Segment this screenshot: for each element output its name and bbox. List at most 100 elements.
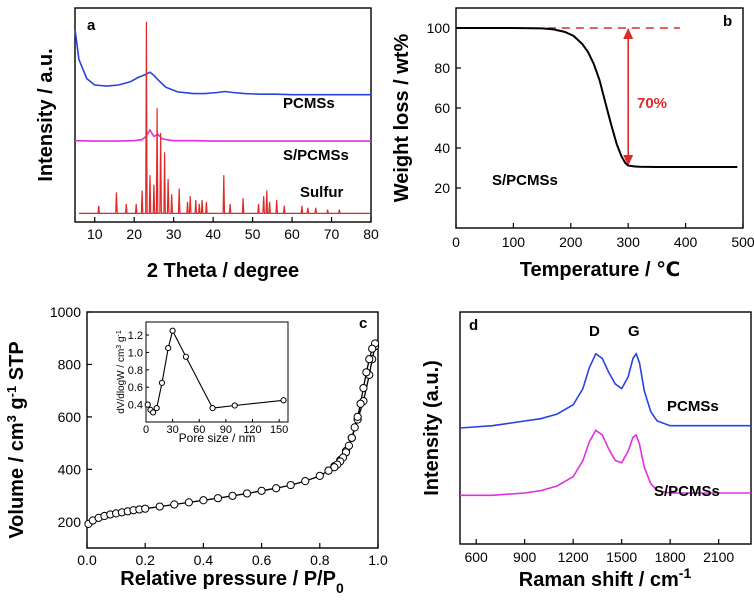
panel-d-series-pcmss (459, 352, 751, 429)
panel-b-x-axis-title: Temperature / ℃ (520, 259, 681, 281)
panel-c-desorption-point (324, 466, 333, 475)
panel-a-frame (74, 7, 372, 223)
panel-d-label-pcmss: PCMSs (667, 398, 719, 415)
panel-c-inset-point (182, 353, 190, 360)
panel-c-desorption-point (350, 423, 359, 432)
panel-c-y-tick-label: 1000 (50, 304, 81, 320)
panel-c-y-tick-label: 600 (58, 409, 82, 425)
panel-c-desorption-point (365, 355, 374, 364)
panel-d-x-tick-label: 1200 (558, 549, 589, 565)
panel-c-adsorption-point (301, 477, 310, 486)
panel-c-inset-x-tick-label: 90 (220, 424, 232, 436)
panel-c-desorption-point (362, 368, 371, 377)
panel-c-inset-y-title: dV/dlogW / cm3 g-1 (116, 330, 128, 414)
panel-c-desorption-point (353, 412, 362, 421)
panel-b-x-tick-label: 500 (731, 234, 754, 250)
panel-c-inset-point (153, 404, 160, 412)
panel-a: a 10 20 30 40 50 60 70 80 PCMSs S/PCMSs Sulfur … (35, 7, 379, 282)
panel-c-desorption-point (344, 441, 353, 450)
panel-b-series-label: S/PCMSs (492, 172, 558, 189)
panel-d-y-axis-title: Intensity (a.u.) (421, 360, 443, 496)
panel-c-inset-ticks: 0 30 60 90 120 150 0.4 0.6 0.8 1.0 1.2 (128, 330, 289, 436)
panel-c-desorption-point (368, 344, 377, 353)
panel-c-adsorption-point (184, 498, 193, 507)
panel-d-frame (459, 311, 752, 545)
panel-a-series-sulfur (78, 21, 371, 214)
panel-d-x-axis-title: Raman shift / cm-1 (519, 565, 692, 591)
panel-d-peak-d: D (589, 323, 600, 340)
panel-c-label: c (359, 315, 367, 332)
panel-a-label: a (87, 17, 96, 34)
panel-c-inset-point (150, 409, 157, 416)
panel-c-inset-point (209, 404, 216, 412)
panel-b-y-axis-title: Weight loss / wt% (391, 34, 413, 203)
panel-a-label-pcmss: PCMSs (283, 95, 335, 112)
panel-a-y-axis-title: Intensity / a.u. (35, 48, 57, 181)
panel-b-y-tick-label: 40 (434, 140, 450, 156)
panel-c-adsorption-point (155, 502, 164, 511)
panel-c-y-tick-label: 200 (58, 514, 82, 530)
panel-b-frame (455, 7, 744, 229)
panel-a-x-axis-title: 2 Theta / degree (147, 260, 299, 282)
panel-c-adsorption-point (315, 471, 324, 480)
panel-a-x-tick-label: 60 (284, 226, 300, 242)
panel-a-label-sulfur: Sulfur (300, 184, 343, 201)
panel-b-pct-label: 70% (637, 95, 667, 112)
panel-a-x-tick-label: 50 (245, 226, 261, 242)
panel-c-inset-point (280, 397, 287, 404)
panel-b-y-tick-label: 20 (434, 180, 450, 196)
panel-c-inset-y-tick-label: 0.6 (128, 382, 143, 394)
panel-d-peak-g: G (628, 323, 640, 340)
panel-c-inset-point (158, 379, 166, 386)
panel-c-inset-x-title: Pore size / nm (179, 431, 256, 445)
panel-c-inset-point (144, 401, 151, 408)
panel-c-x-tick-label: 1.0 (368, 552, 388, 568)
panel-c-frame (86, 311, 379, 549)
panel-a-x-tick-label: 70 (324, 226, 340, 242)
panel-c-adsorption-point (199, 496, 208, 505)
panel-c-adsorption-point (170, 500, 179, 509)
panel-c-adsorption-point (286, 480, 295, 490)
panel-b-x-tick-label: 300 (617, 234, 641, 250)
panel-c-desorption-point (356, 399, 365, 408)
panel-b: b 0 100 200 300 400 500 20 40 60 80 100 70% S/PCMS… (391, 7, 754, 281)
panel-c-y-axis-title: Volume / cm3 g-1 STP (4, 341, 29, 538)
panel-a-x-tick-label: 80 (363, 226, 379, 242)
panel-b-label: b (723, 13, 732, 30)
panel-c-y-tick-label: 800 (58, 356, 82, 372)
panel-b-x-tick-label: 0 (452, 234, 460, 250)
panel-b-x-tick-label: 100 (502, 234, 526, 250)
panel-d: d 600 900 1200 1500 1800 2100 D G PCMSs S/PCM… (421, 311, 752, 591)
panel-c-adsorption-point (242, 489, 252, 498)
panel-b-ticks: 0 100 200 300 400 500 20 40 60 80 100 (427, 20, 754, 250)
panel-c-inset-x-tick-label: 30 (167, 424, 179, 436)
panel-c-inset-x-tick-label: 120 (243, 424, 261, 436)
panel-c-x-tick-label: 0.8 (310, 552, 330, 568)
panel-b-y-tick-label: 80 (434, 60, 450, 76)
panel-c-desorption-point (359, 383, 368, 393)
panel-c-x-tick-label: 0.4 (194, 552, 214, 568)
panel-b-y-tick-label: 60 (434, 100, 450, 116)
panel-c-inset-point (165, 344, 172, 352)
panel-d-series-spcmss (460, 429, 751, 497)
panel-c-x-axis-title: Relative pressure / P/P0 (120, 568, 344, 596)
panel-b-arrow-head-bottom (623, 155, 634, 166)
panel-c-y-tick-label: 400 (58, 461, 82, 477)
panel-c-inset-frame (145, 321, 289, 423)
panel-c-inset-y-tick-label: 1.2 (128, 330, 143, 342)
panel-b-y-tick-label: 100 (427, 20, 451, 36)
panel-c-inset-point (231, 402, 238, 409)
panel-c-inset-point (169, 327, 176, 334)
panel-c: c 0.0 0.2 0.4 0.6 0.8 1.0 200 400 600 800 1000 0 30… (4, 304, 388, 596)
panel-c-inset-y-tick-label: 1.0 (128, 347, 143, 359)
panel-a-x-tick-label: 20 (126, 226, 142, 242)
panel-c-adsorption-point (228, 491, 237, 500)
panel-a-x-tick-label: 30 (166, 226, 182, 242)
panel-a-x-tick-label: 40 (205, 226, 221, 242)
panel-c-inset-x-tick-label: 0 (143, 424, 149, 436)
panel-d-x-tick-label: 600 (464, 549, 488, 565)
panel-d-x-tick-label: 1500 (606, 549, 637, 565)
panel-a-x-ticks: 10 20 30 40 50 60 70 80 (87, 217, 379, 242)
